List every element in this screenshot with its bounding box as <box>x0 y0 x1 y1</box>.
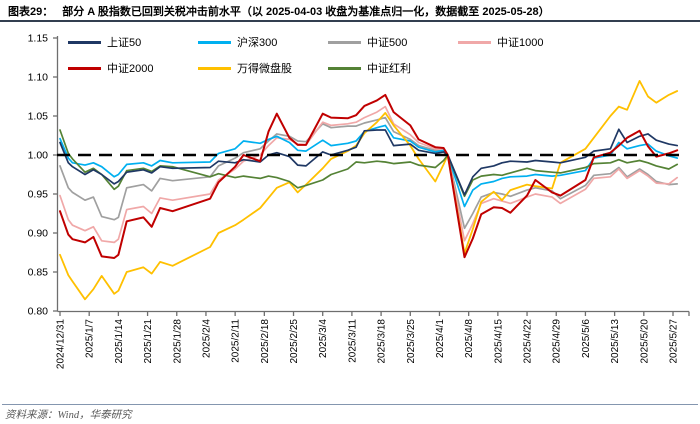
legend-item-sse50: 上证50 <box>68 29 198 55</box>
x-tick-label: 2025/3/25 <box>406 319 417 364</box>
x-tick-label: 2025/5/6 <box>581 319 592 358</box>
y-tick-label: 1.15 <box>28 33 49 45</box>
footer-divider <box>2 404 698 405</box>
legend-label: 沪深300 <box>237 37 278 49</box>
x-tick-label: 2025/1/7 <box>85 319 96 358</box>
x-axis-ticks: 2024/12/31 2025/1/7 2025/1/14 2025/1/21 2025… <box>56 311 690 369</box>
x-tick-label: 2025/4/1 <box>435 319 446 358</box>
legend-swatch <box>68 40 101 44</box>
legend-label: 中证红利 <box>367 63 411 75</box>
series-line-csi500 <box>59 116 679 230</box>
x-tick-label: 2025/2/4 <box>201 319 212 358</box>
title-divider <box>0 20 700 22</box>
x-tick-label: 2025/5/20 <box>639 319 650 364</box>
x-tick-label: 2025/4/8 <box>464 319 475 358</box>
x-tick-label: 2025/4/15 <box>493 319 504 364</box>
legend-label: 中证1000 <box>497 37 544 49</box>
x-tick-label: 2025/5/27 <box>669 319 680 364</box>
y-axis-ticks: 0.80 0.85 0.90 0.95 1.00 1.05 1.10 1.15 <box>28 33 58 318</box>
x-tick-label: 2025/3/4 <box>318 319 329 358</box>
legend-item-csi500: 中证500 <box>328 29 458 55</box>
legend-label: 中证2000 <box>107 63 154 75</box>
y-tick-label: 0.85 <box>28 267 49 279</box>
y-tick-label: 0.90 <box>28 228 49 240</box>
x-tick-label: 2025/1/28 <box>172 319 183 364</box>
legend-swatch <box>68 66 101 70</box>
figure-title-text: 部分 A 股指数已回到关税冲击前水平（以 2025-04-03 收盘为基准点归一… <box>62 6 550 18</box>
legend-label: 万得微盘股 <box>237 63 292 75</box>
legend-swatch <box>328 66 361 70</box>
series-line-wind-microcap <box>59 80 679 301</box>
legend-label: 上证50 <box>107 37 142 49</box>
x-tick-label: 2025/4/29 <box>552 319 563 364</box>
y-tick-label: 1.05 <box>28 111 49 123</box>
figure-number: 图表29： <box>8 6 54 18</box>
legend-swatch <box>198 66 231 70</box>
series-lines <box>59 80 679 301</box>
legend-item-wind-microcap: 万得微盘股 <box>198 55 328 81</box>
legend-swatch <box>198 40 231 44</box>
x-tick-label: 2025/1/14 <box>114 319 125 364</box>
y-tick-label: 1.10 <box>28 72 49 84</box>
x-tick-label: 2025/4/22 <box>523 319 534 364</box>
figure-title: 图表29： 部分 A 股指数已回到关税冲击前水平（以 2025-04-03 收盘为… <box>8 3 698 19</box>
x-tick-label: 2025/1/21 <box>143 319 154 364</box>
y-tick-label: 0.95 <box>28 189 49 201</box>
legend-item-csi2000: 中证2000 <box>68 55 198 81</box>
y-tick-label: 1.00 <box>28 150 49 162</box>
series-line-hs300 <box>59 124 679 208</box>
x-tick-label: 2025/2/25 <box>289 319 300 364</box>
legend-item-csi1000: 中证1000 <box>458 29 588 55</box>
axes <box>56 36 689 313</box>
x-tick-label: 2025/2/11 <box>231 319 242 363</box>
x-tick-label: 2025/2/18 <box>260 319 271 364</box>
x-tick-label: 2025/3/11 <box>347 319 358 363</box>
x-tick-label: 2025/5/13 <box>610 319 621 364</box>
series-line-sse50 <box>59 128 679 196</box>
chart-legend: 上证50 沪深300 中证500 中证1000 中证2000 万得微盘股 中证红利 <box>68 29 608 81</box>
source-text: 资料来源：Wind，华泰研究 <box>5 410 132 421</box>
legend-item-csi-dividend: 中证红利 <box>328 55 458 81</box>
source-note: 资料来源：Wind，华泰研究 <box>5 407 132 422</box>
series-line-csi2000 <box>59 93 679 259</box>
legend-swatch <box>328 40 361 44</box>
legend-label: 中证500 <box>367 37 408 49</box>
series-line-csi1000 <box>59 105 679 244</box>
y-tick-label: 0.80 <box>28 306 49 318</box>
x-tick-label: 2025/3/18 <box>377 319 388 364</box>
series-line-csi-dividend <box>59 129 679 198</box>
x-tick-label: 2024/12/31 <box>56 319 67 369</box>
legend-item-hs300: 沪深300 <box>198 29 328 55</box>
legend-swatch <box>458 40 491 44</box>
